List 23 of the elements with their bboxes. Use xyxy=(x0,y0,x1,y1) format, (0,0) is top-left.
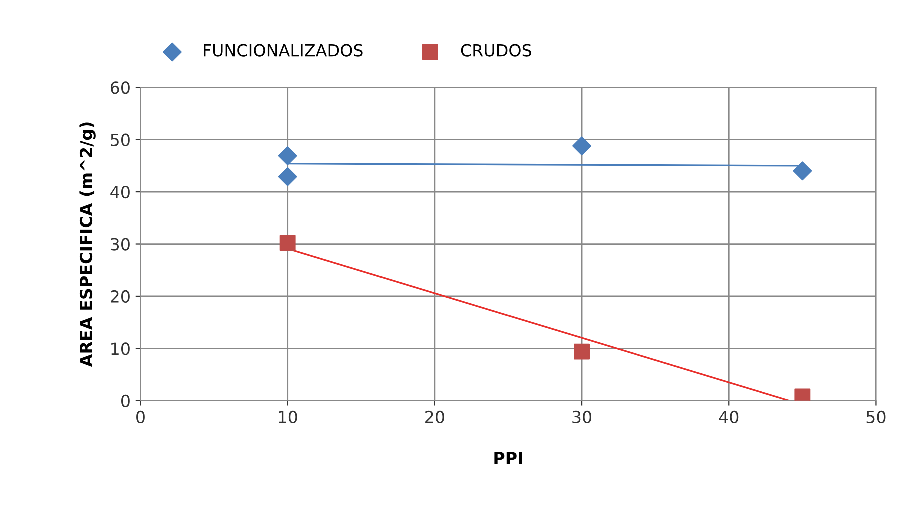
x-tick-label: 0 xyxy=(136,410,145,424)
x-tick-label: 20 xyxy=(426,410,444,424)
y-tick-label: 10 xyxy=(112,342,130,356)
point xyxy=(574,344,590,360)
y-tick-label: 60 xyxy=(110,82,130,94)
legend-label: FUNCIONALIZADOS xyxy=(204,44,363,57)
x-axis-title: PPI xyxy=(494,452,522,464)
x-tick-label: 50 xyxy=(866,410,886,424)
y-tick-label: 20 xyxy=(111,290,130,304)
x-tick-label: 40 xyxy=(719,410,739,424)
y-axis-title: AREA ESPECIFICA (m^2/g) xyxy=(80,122,96,368)
point xyxy=(572,136,592,156)
x-tick-label: 10 xyxy=(279,410,298,424)
point xyxy=(280,235,296,252)
y-tick-label: 0 xyxy=(122,394,130,408)
x-tick-label: 30 xyxy=(572,410,592,424)
legend-label: CRUDOS xyxy=(461,44,532,57)
point xyxy=(278,146,298,166)
y-tick-label: 50 xyxy=(111,134,130,146)
point xyxy=(793,162,812,181)
point xyxy=(278,167,298,186)
y-tick-label: 30 xyxy=(111,238,130,251)
y-tick-label: 40 xyxy=(110,186,130,199)
